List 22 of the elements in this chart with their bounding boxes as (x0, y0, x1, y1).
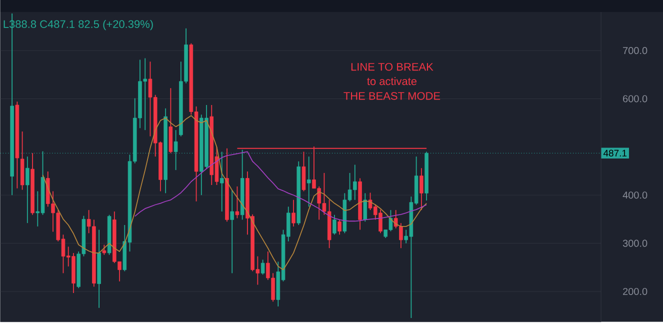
y-tick-label: 700.0 (623, 47, 648, 54)
candlestick (363, 192, 368, 222)
candlestick (102, 244, 106, 256)
annotation: LINE TO BREAK (351, 63, 434, 71)
y-tick-label: 400.0 (622, 192, 648, 199)
candlestick (260, 259, 265, 276)
candlestick (420, 168, 424, 211)
candlestick (302, 151, 306, 192)
ref-line-label: 487.1 (603, 150, 627, 157)
candlestick (338, 219, 342, 236)
candlestick (306, 156, 311, 208)
candlestick (26, 156, 30, 224)
candlestick (230, 190, 234, 274)
candlestick (292, 200, 296, 228)
annotation: to activate (367, 77, 417, 86)
line-series (42, 115, 427, 270)
y-tick-label: 300.0 (622, 240, 648, 247)
annotation: THE BEAST MODE (344, 92, 440, 100)
y-tick-label: 200.0 (623, 288, 648, 296)
candlestick (235, 186, 240, 219)
y-tick-label: 600.0 (623, 95, 648, 102)
candlestick (332, 214, 336, 236)
